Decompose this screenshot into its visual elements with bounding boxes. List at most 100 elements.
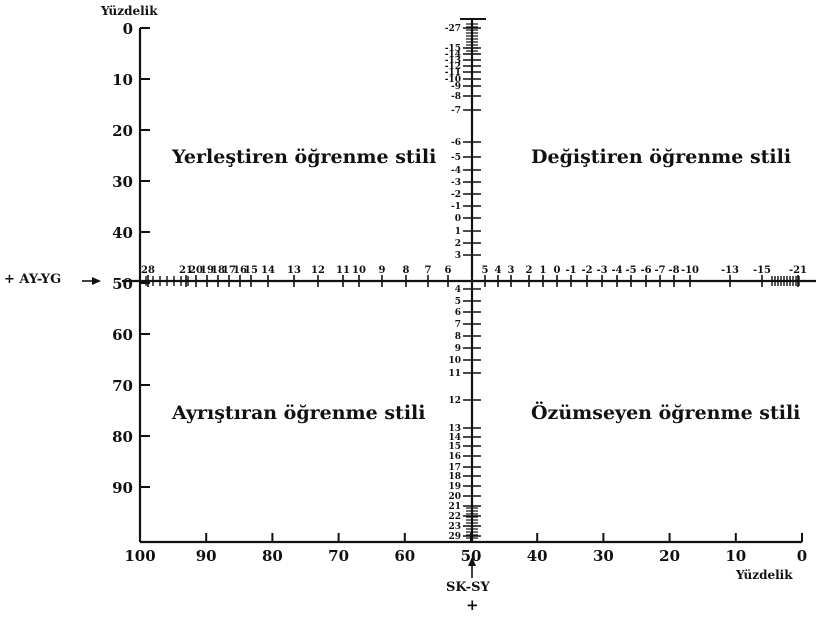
vertical-scale-label: -14: [445, 50, 461, 60]
horizontal-scale-label: -1: [565, 265, 576, 276]
left-axis-tick-label: 10: [112, 71, 133, 89]
left-axis-tick-label: 20: [112, 122, 133, 140]
vertical-scale-label: 8: [455, 332, 461, 342]
horizontal-scale-label: 16: [233, 265, 247, 276]
horizontal-scale-label: 17: [222, 265, 236, 276]
vertical-scale-label: 21: [448, 502, 461, 512]
horizontal-scale-label: 6: [445, 265, 452, 276]
horizontal-scale-label: 5: [482, 265, 489, 276]
vertical-scale-label: 15: [448, 442, 461, 452]
horizontal-scale-label: -4: [611, 265, 622, 276]
horizontal-scale-label: -2: [581, 265, 592, 276]
ay-yg-arrow-head: [92, 277, 101, 285]
vertical-scale-label: 5: [455, 297, 461, 307]
bottom-axis-tick-label: 60: [394, 547, 415, 565]
horizontal-scale-label: 14: [261, 265, 275, 276]
bottom-axis-tick-label: 100: [124, 547, 155, 565]
horizontal-scale-label: 21: [179, 265, 193, 276]
horizontal-axis-label: + AY-YG: [4, 272, 62, 287]
horizontal-scale-label: 12: [311, 265, 325, 276]
left-axis-tick-label: 60: [112, 326, 133, 344]
vertical-scale-label: 2: [455, 239, 461, 249]
vertical-scale-label: -5: [451, 153, 461, 163]
vertical-scale-label: 20: [448, 492, 461, 502]
bottom-axis-tick-label: 50: [461, 547, 482, 565]
left-axis-tick-label: 30: [112, 173, 133, 191]
vertical-scale-label: -27: [445, 24, 461, 34]
horizontal-scale-label: 11: [336, 265, 350, 276]
vertical-scale-label: 19: [448, 482, 461, 492]
horizontal-scale-label: -21: [789, 265, 807, 276]
horizontal-scale-label: 9: [379, 265, 386, 276]
vertical-scale-label: 9: [455, 344, 461, 354]
horizontal-scale-label: 0: [554, 265, 561, 276]
vertical-scale-label: 13: [448, 424, 461, 434]
vertical-scale-label: -9: [451, 82, 461, 92]
horizontal-scale-label: -3: [596, 265, 607, 276]
vertical-scale-label: -6: [451, 138, 461, 148]
bottom-axis-tick-label: 40: [527, 547, 548, 565]
horizontal-scale-label: 8: [403, 265, 410, 276]
horizontal-scale-label: 4: [495, 265, 502, 276]
left-axis-tick-label: 40: [112, 224, 133, 242]
vertical-scale-label: -15: [445, 44, 461, 54]
horizontal-scale-label: -8: [668, 265, 679, 276]
vertical-scale-label: -2: [451, 190, 461, 200]
vertical-axis-sign: +: [466, 596, 479, 614]
vertical-scale-label: 7: [455, 320, 461, 330]
horizontal-scale-label: 18: [211, 265, 225, 276]
vertical-scale-label: 29: [448, 532, 461, 542]
vertical-scale-label: 3: [455, 251, 461, 261]
horizontal-scale-label: 2: [526, 265, 533, 276]
vertical-scale-label: 16: [448, 452, 461, 462]
vertical-scale-label: 11: [448, 369, 461, 379]
vertical-scale-label: -4: [451, 166, 461, 176]
horizontal-scale-label: 1: [540, 265, 547, 276]
horizontal-scale-label: -5: [625, 265, 636, 276]
vertical-scale-label: -8: [451, 92, 461, 102]
vertical-scale-label: 17: [448, 463, 461, 473]
bottom-axis-title: Yüzdelik: [736, 568, 793, 582]
vertical-scale-label: 0: [455, 214, 461, 224]
vertical-axis-label: SK-SY: [446, 580, 490, 595]
horizontal-scale-label: 19: [200, 265, 214, 276]
horizontal-scale-label: 15: [244, 265, 258, 276]
vertical-scale-label: 23: [448, 522, 461, 532]
horizontal-scale-label: -13: [721, 265, 739, 276]
horizontal-scale-label: 13: [287, 265, 301, 276]
horizontal-scale-label: 10: [352, 265, 366, 276]
quadrant-top-right-label: Değiştiren öğrenme stili: [531, 146, 792, 168]
vertical-scale-label: -3: [451, 178, 461, 188]
horizontal-scale-label: 28: [141, 265, 155, 276]
bottom-axis-tick-label: 70: [328, 547, 349, 565]
horizontal-scale-label: -10: [681, 265, 699, 276]
sk-sy-arrow-head: [468, 557, 476, 566]
horizontal-scale-label: 20: [189, 265, 203, 276]
vertical-scale-label: 18: [448, 472, 461, 482]
left-axis-tick-label: 90: [112, 479, 133, 497]
quadrant-top-left-label: Yerleştiren öğrenme stili: [172, 146, 437, 168]
vertical-scale-label: 6: [455, 308, 461, 318]
quadrant-bottom-right-label: Özümseyen öğrenme stili: [531, 402, 801, 424]
quadrant-bottom-left-label: Ayrıştıran öğrenme stili: [172, 402, 426, 424]
vertical-scale-label: -12: [445, 62, 461, 72]
bottom-axis-tick-label: 0: [797, 547, 807, 565]
horizontal-scale-label: 3: [508, 265, 515, 276]
left-axis-tick-label: 80: [112, 428, 133, 446]
bottom-axis-tick-label: 30: [593, 547, 614, 565]
bottom-axis-tick-label: 80: [262, 547, 283, 565]
vertical-scale-label: 4: [455, 285, 461, 295]
bottom-axis-tick-label: 90: [196, 547, 217, 565]
horizontal-scale-label: -15: [753, 265, 771, 276]
horizontal-scale-label: -6: [640, 265, 651, 276]
left-axis-tick-label: 0: [123, 20, 133, 38]
horizontal-scale-label: -7: [654, 265, 665, 276]
vertical-scale-label: -7: [451, 106, 461, 116]
left-axis-tick-label: 70: [112, 377, 133, 395]
bottom-axis-tick-label: 20: [659, 547, 680, 565]
vertical-scale-label: 14: [448, 433, 461, 443]
vertical-scale-label: 22: [448, 512, 461, 522]
left-axis-tick-label: 50: [112, 275, 133, 293]
vertical-scale-label: -10: [445, 75, 461, 85]
